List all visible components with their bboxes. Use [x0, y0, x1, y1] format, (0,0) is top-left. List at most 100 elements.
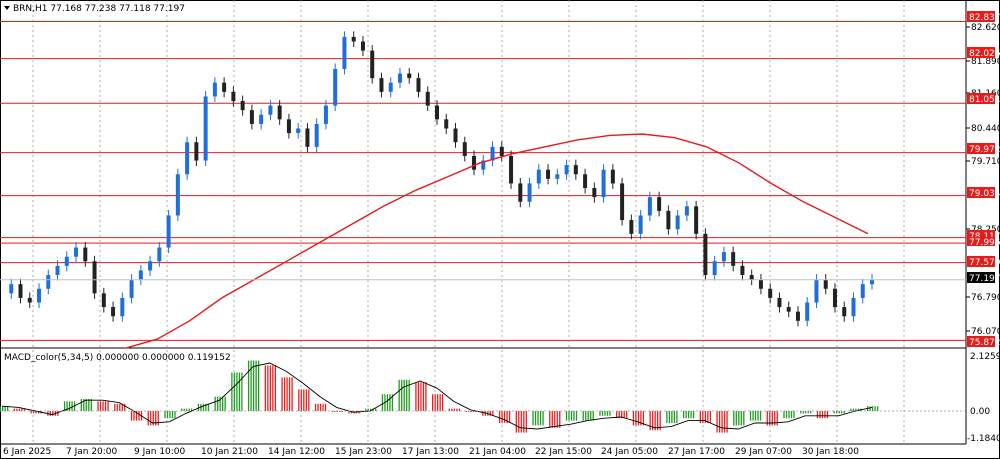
macd-bar — [88, 399, 90, 411]
candle-body — [721, 252, 726, 262]
macd-bar — [575, 411, 578, 421]
macd-bar — [824, 411, 826, 419]
macd-bar — [205, 403, 207, 411]
macd-bar — [492, 411, 494, 416]
macd-bar — [224, 396, 226, 411]
candle-body — [342, 36, 347, 69]
macd-bar — [186, 408, 188, 411]
macd-bar — [319, 403, 322, 411]
macd-bar — [183, 408, 185, 411]
candle-body — [675, 215, 680, 230]
macd-bar — [437, 394, 439, 411]
candle-body — [120, 297, 125, 317]
macd-bar — [826, 411, 829, 419]
candle-body — [277, 105, 282, 120]
macd-bar — [68, 401, 71, 411]
macd-bar — [286, 377, 288, 411]
macd-bar — [422, 382, 425, 411]
level-tag: 79.034 — [969, 189, 1000, 199]
time-label: 29 Jan 07:00 — [735, 447, 792, 457]
candle-body — [453, 128, 458, 143]
time-label: 17 Jan 13:00 — [402, 447, 459, 457]
macd-bar — [501, 411, 503, 423]
price-axis: 82.620 81.890 81.160 80.440 79.710 78.25… — [966, 23, 1000, 337]
candle-body — [27, 297, 32, 303]
macd-bar — [582, 411, 584, 421]
macd-bar — [291, 377, 293, 411]
macd-bar — [241, 372, 243, 411]
macd-bar — [676, 411, 678, 423]
macd-bar — [119, 403, 121, 411]
macd-bar — [467, 411, 470, 412]
macd-bar — [171, 411, 174, 419]
level-tag: 79.972 — [969, 145, 1000, 155]
macd-bar — [616, 411, 618, 419]
macd-bar — [367, 408, 369, 411]
macd-bar — [757, 411, 759, 421]
macd-bar — [308, 389, 310, 411]
level-tag: 77.996 — [969, 238, 1000, 248]
time-label: 7 Jan 20:00 — [66, 447, 118, 457]
level-tag: 75.872 — [969, 338, 1000, 348]
macd-bar — [300, 389, 302, 411]
candle-body — [758, 279, 763, 289]
macd-bar — [104, 401, 107, 411]
macd-bar — [843, 411, 845, 414]
candle-body — [509, 155, 514, 184]
candle-body — [249, 110, 254, 124]
candle-body — [286, 119, 291, 134]
candle-body — [388, 82, 393, 92]
macd-bar — [336, 411, 338, 412]
macd-bar — [439, 394, 441, 411]
candle-body — [703, 233, 708, 276]
candle-body — [601, 169, 606, 198]
candle-body — [740, 265, 745, 276]
macd-bar — [666, 411, 668, 423]
macd-bar — [97, 401, 99, 411]
macd-bar — [551, 411, 553, 428]
candle-body — [712, 261, 717, 276]
macd-bar — [841, 411, 843, 414]
macd-bar — [269, 365, 271, 411]
candle-body — [185, 142, 190, 175]
candle-body — [657, 197, 662, 211]
candle-body — [333, 68, 338, 106]
macd-bar — [298, 389, 300, 411]
macd-bar — [709, 411, 711, 423]
candle-body — [231, 91, 236, 102]
level-tag: 82.026 — [969, 49, 1000, 59]
macd-bar — [816, 411, 819, 419]
macd-bar — [590, 411, 592, 421]
macd-bar — [872, 406, 874, 411]
candle-body — [731, 252, 736, 266]
macd-bar — [252, 360, 255, 411]
current-price-tag: 77.197 — [969, 274, 1000, 284]
candle-body — [83, 247, 88, 262]
candle-body — [860, 284, 865, 298]
macd-bar — [408, 379, 410, 411]
candle-body — [351, 36, 356, 42]
macd-bar — [389, 394, 391, 411]
macd-bar — [188, 408, 190, 411]
vertical-gridlines — [32, 0, 905, 444]
macd-bar — [458, 408, 461, 411]
macd-bar — [659, 411, 661, 431]
triangle-down-icon[interactable] — [4, 6, 10, 10]
candle-body — [397, 73, 402, 83]
macd-bar — [534, 411, 537, 426]
candle-body — [768, 288, 773, 298]
macd-bar — [766, 411, 768, 426]
price-tick: 76.070 — [971, 327, 1000, 337]
level-tag: 82.837 — [969, 13, 1000, 23]
macd-bar — [626, 411, 628, 419]
price-tick: 81.890 — [971, 57, 1000, 67]
macd-bar — [121, 403, 123, 411]
candle-body — [546, 169, 551, 179]
macd-bar — [652, 411, 654, 431]
macd-bar — [133, 411, 135, 421]
time-label: 10 Jan 21:00 — [201, 447, 258, 457]
candle-body — [823, 279, 828, 289]
candle-body — [870, 279, 874, 285]
